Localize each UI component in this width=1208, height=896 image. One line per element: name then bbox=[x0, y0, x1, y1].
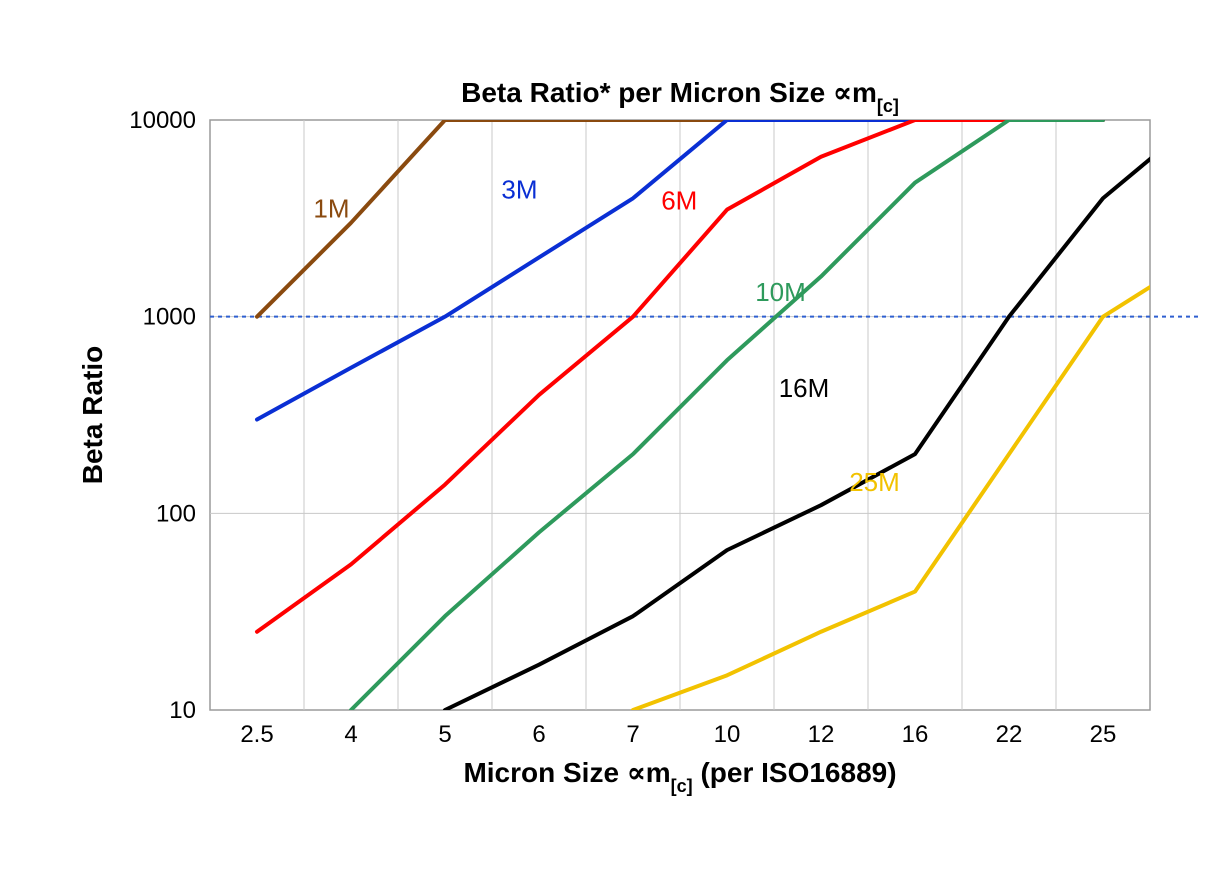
x-tick-label: 7 bbox=[626, 721, 639, 748]
series-label: 10M bbox=[755, 277, 806, 307]
series-label: 6M bbox=[661, 186, 697, 216]
y-tick-label: 10 bbox=[169, 697, 196, 724]
x-tick-label: 10 bbox=[714, 721, 741, 748]
x-tick-label: 5 bbox=[438, 721, 451, 748]
chart-container: 2.5 4 5 6 7 10 12 16 22 25 10 100 1000 10000 Beta Rati… bbox=[0, 0, 1208, 896]
series-label: 25M bbox=[849, 467, 900, 497]
x-tick-label: 12 bbox=[808, 721, 835, 748]
x-tick-label: 6 bbox=[532, 721, 545, 748]
series-label: 3M bbox=[501, 174, 537, 204]
x-tick-label: 22 bbox=[996, 721, 1023, 748]
x-tick-label: 2.5 bbox=[240, 721, 273, 748]
series-label: 1M bbox=[313, 193, 349, 223]
beta-ratio-chart: 2.5 4 5 6 7 10 12 16 22 25 10 100 1000 10000 Beta Rati… bbox=[0, 0, 1208, 896]
x-tick-label: 25 bbox=[1090, 721, 1117, 748]
y-axis-title: Beta Ratio bbox=[77, 346, 108, 484]
x-tick-label: 16 bbox=[902, 721, 929, 748]
y-tick-label: 1000 bbox=[143, 304, 196, 331]
y-tick-label: 10000 bbox=[129, 107, 196, 134]
x-tick-label: 4 bbox=[344, 721, 357, 748]
series-label: 16M bbox=[779, 373, 830, 403]
y-tick-label: 100 bbox=[156, 500, 196, 527]
